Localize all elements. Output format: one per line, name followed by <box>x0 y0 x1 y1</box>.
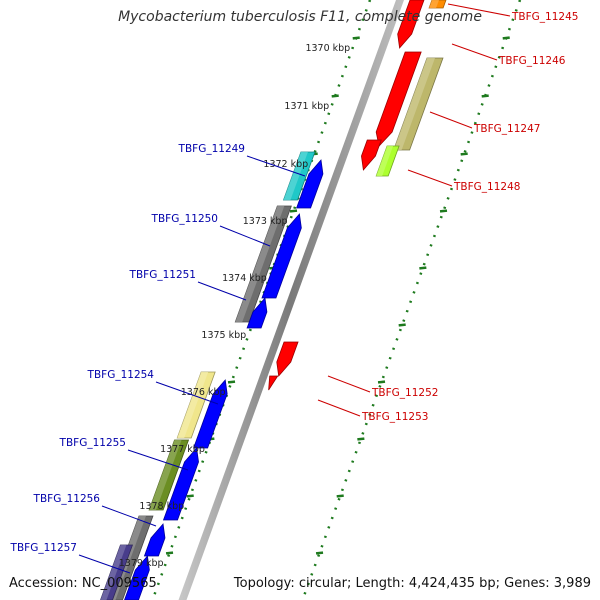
forward-tick-track <box>151 0 372 600</box>
major-tick-mark <box>315 551 324 555</box>
gene-label-tbfg-11248[interactable]: TBFG_11248 <box>453 181 520 193</box>
label-leader-line <box>317 399 361 417</box>
major-tick-mark <box>481 94 489 98</box>
major-tick-mark <box>357 437 365 441</box>
cds-arrow-forward[interactable] <box>124 555 150 600</box>
tick-label: 1375 kbp <box>201 330 246 341</box>
tick-label: 1370 kbp <box>305 43 350 54</box>
label-leader-line <box>429 111 473 129</box>
major-tick-mark <box>460 152 468 156</box>
gene-label-tbfg-11254[interactable]: TBFG_11254 <box>87 369 155 381</box>
gene-label-tbfg-11247[interactable]: TBFG_11247 <box>473 123 540 135</box>
cds-arrow-reverse[interactable] <box>268 375 279 391</box>
gene-bar-tbfg-11247[interactable] <box>393 57 444 151</box>
major-tick-mark <box>227 380 236 384</box>
gene-bar-tbfg-11249[interactable] <box>282 151 316 201</box>
label-leader-line <box>327 375 371 393</box>
tick-label: 1379 kbp <box>119 558 164 569</box>
label-leader-line <box>451 43 498 61</box>
major-tick-mark <box>336 494 344 498</box>
cds-arrow-forward[interactable] <box>193 379 228 449</box>
gene-label-tbfg-11252[interactable]: TBFG_11252 <box>371 387 438 399</box>
genome-backbone <box>178 0 404 600</box>
major-tick-mark <box>502 36 510 40</box>
major-tick-mark <box>331 94 339 98</box>
cds-arrow-reverse[interactable] <box>276 341 299 377</box>
major-tick-mark <box>186 494 194 498</box>
reverse-tick-track <box>301 0 522 600</box>
gene-label-tbfg-11253[interactable]: TBFG_11253 <box>361 411 428 423</box>
label-leader-line <box>101 505 157 527</box>
gene-bar-tbfg-11245[interactable] <box>428 0 447 9</box>
cds-arrow-reverse[interactable] <box>397 0 425 49</box>
gene-label-tbfg-11255[interactable]: TBFG_11255 <box>59 437 126 449</box>
major-tick-mark <box>419 266 427 270</box>
label-leader-line <box>127 449 189 471</box>
tick-label: 1373 kbp <box>243 216 288 227</box>
label-leader-line <box>447 3 511 17</box>
gene-bar-tbfg-11255[interactable] <box>148 439 190 511</box>
major-tick-mark <box>352 36 360 40</box>
accession-text: Accession: NC_009565 <box>9 576 157 591</box>
major-tick-mark <box>398 323 406 327</box>
cds-arrow-reverse[interactable] <box>375 51 422 147</box>
gene-bar-tbfg-11254[interactable] <box>176 371 216 439</box>
gene-label-tbfg-11250[interactable]: TBFG_11250 <box>151 213 218 225</box>
label-leader-line <box>407 169 453 187</box>
cds-arrow-forward[interactable] <box>143 523 166 557</box>
gene-label-tbfg-11245[interactable]: TBFG_11245 <box>511 11 578 23</box>
tick-label: 1372 kbp <box>263 159 308 170</box>
major-tick-mark <box>165 551 174 555</box>
map-title: Mycobacterium tuberculosis F11, complete… <box>118 9 482 25</box>
tick-label: 1376 kbp <box>181 387 226 398</box>
gene-bar-tbfg-11257[interactable] <box>100 544 134 600</box>
gene-label-tbfg-11249[interactable]: TBFG_11249 <box>178 143 245 155</box>
gene-label-tbfg-11246[interactable]: TBFG_11246 <box>498 55 566 67</box>
tick-label: 1371 kbp <box>284 101 329 112</box>
label-leader-line <box>155 381 219 405</box>
major-tick-mark <box>377 380 386 384</box>
topology-text: Topology: circular; Length: 4,424,435 bp… <box>233 576 591 591</box>
cds-arrow-forward[interactable] <box>162 447 199 521</box>
cds-arrow-forward[interactable] <box>261 213 302 299</box>
label-leader-line <box>197 281 247 301</box>
tick-label: 1378 kbp <box>139 501 184 512</box>
gene-bar-tbfg-11248[interactable] <box>375 145 400 177</box>
major-tick-mark <box>439 209 448 213</box>
major-tick-mark <box>289 209 298 213</box>
tick-label: 1377 kbp <box>160 444 205 455</box>
label-leader-line <box>78 554 131 574</box>
gene-label-tbfg-11256[interactable]: TBFG_11256 <box>33 493 101 505</box>
cds-arrow-forward[interactable] <box>246 297 268 329</box>
cds-arrow-forward[interactable] <box>296 159 324 209</box>
gene-label-tbfg-11257[interactable]: TBFG_11257 <box>10 542 77 554</box>
label-leader-line <box>246 155 306 177</box>
gene-label-tbfg-11251[interactable]: TBFG_11251 <box>129 269 196 281</box>
tick-label: 1374 kbp <box>222 273 267 284</box>
cds-arrow-reverse[interactable] <box>361 139 382 171</box>
label-leader-line <box>219 225 271 247</box>
